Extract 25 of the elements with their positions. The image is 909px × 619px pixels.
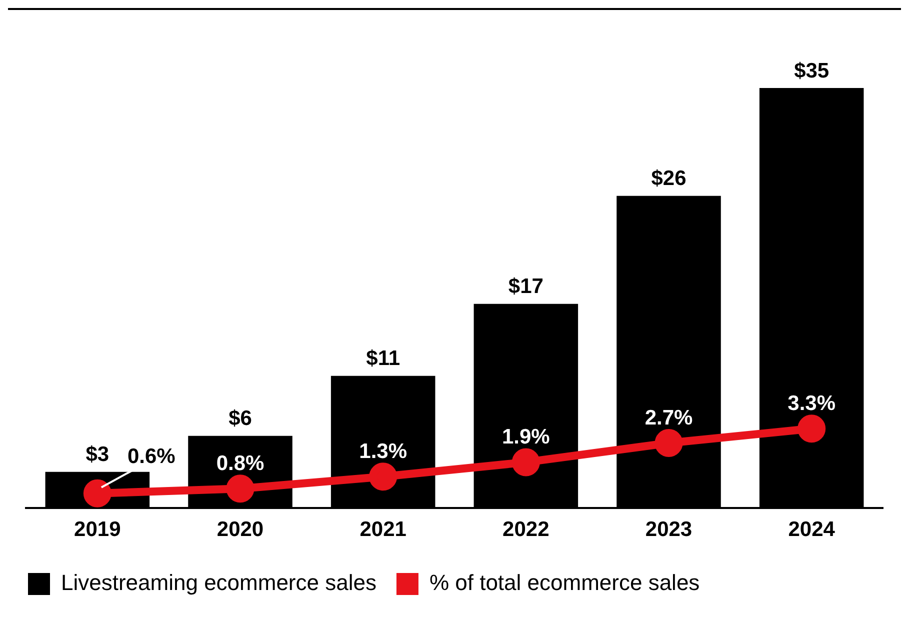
point — [798, 414, 826, 443]
x-tick-label: 2019 — [74, 518, 121, 542]
data-label: 3.3% — [788, 392, 836, 415]
x-tick-label: 2021 — [360, 518, 407, 542]
data-label: 2.7% — [644, 406, 694, 430]
data-label: $11 — [366, 347, 400, 370]
data-label: $3 — [86, 443, 110, 466]
legend-label: Livestreaming ecommerce sales — [61, 570, 376, 596]
point — [226, 474, 254, 503]
x-tick-label: 2022 — [502, 518, 550, 542]
data-label: $17 — [508, 275, 544, 298]
data-label: 0.6% — [127, 445, 176, 468]
x-tick-label: 2020 — [216, 518, 264, 542]
legend-label: % of total ecommerce sales — [429, 570, 700, 596]
x-tick-label: 2023 — [645, 518, 692, 542]
point — [512, 448, 540, 476]
data-label: $26 — [651, 167, 686, 190]
point — [654, 429, 683, 458]
data-label: 1.3% — [359, 440, 408, 463]
data-label: 1.9% — [502, 426, 550, 449]
x-tick-label: 2024 — [788, 518, 836, 542]
data-label: $6 — [228, 407, 252, 430]
data-label: $35 — [794, 59, 830, 82]
point — [369, 462, 398, 491]
data-label: 0.8% — [216, 452, 265, 475]
